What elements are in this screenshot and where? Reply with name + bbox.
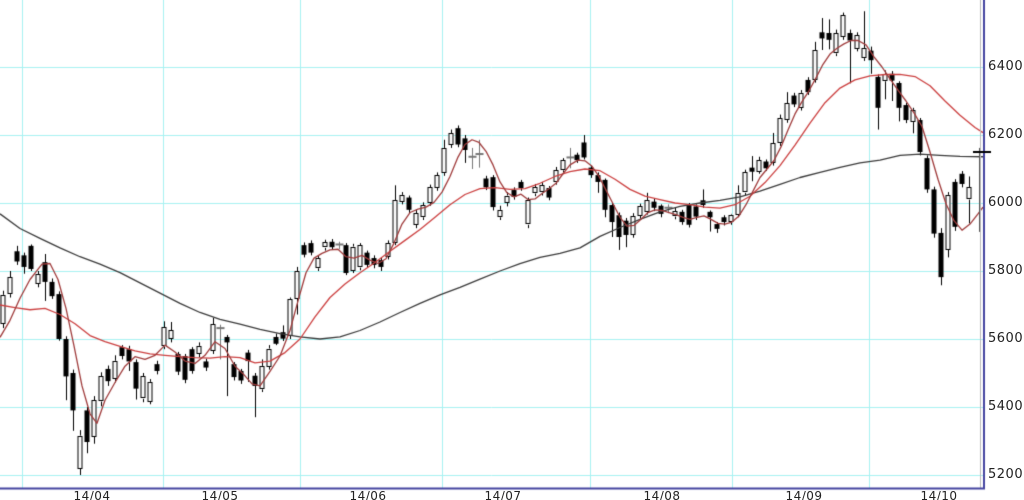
x-axis-tick-label: 14/09: [785, 489, 823, 500]
y-axis-tick-label: 5600: [988, 331, 1024, 346]
x-axis-tick-label: 14/08: [643, 489, 681, 500]
y-axis-tick-label: 6400: [988, 59, 1024, 74]
x-axis-tick-label: 14/04: [73, 489, 111, 500]
y-axis-tick-label: 6200: [988, 127, 1024, 142]
y-axis-tick-label: 5200: [988, 467, 1024, 482]
x-axis-tick-label: 14/05: [201, 489, 239, 500]
y-axis-tick-label: 6000: [988, 195, 1024, 210]
y-axis-tick-label: 5400: [988, 399, 1024, 414]
x-axis-tick-label: 14/10: [920, 489, 958, 500]
x-axis-tick-label: 14/07: [484, 489, 522, 500]
y-axis-tick-label: 5800: [988, 263, 1024, 278]
x-axis-tick-label: 14/06: [349, 489, 387, 500]
